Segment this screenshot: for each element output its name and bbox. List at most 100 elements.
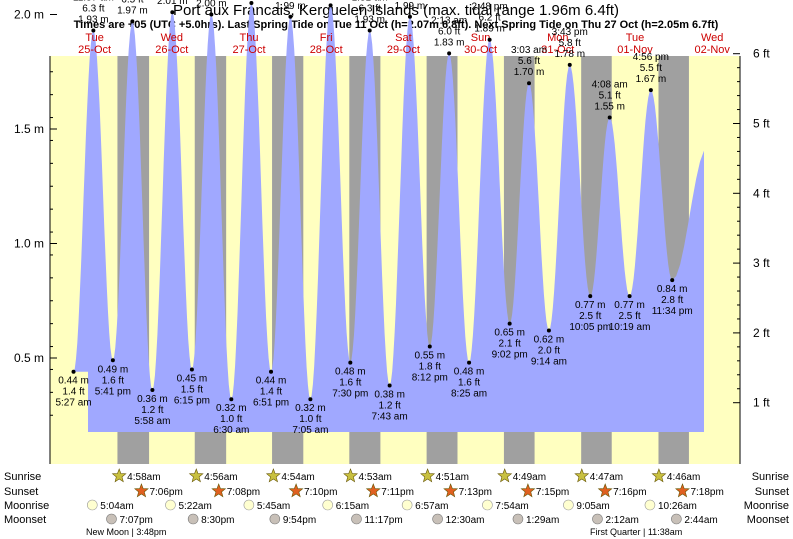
day-date: 29-Oct [387, 44, 420, 56]
tide-m: 0.55 m [414, 351, 445, 362]
tide-ft: 6.5 ft [399, 0, 421, 1]
y-tick-label: 1 ft [753, 396, 770, 410]
sunrise-time: 4:53am [359, 472, 392, 483]
row-label-right: Sunset [755, 486, 789, 498]
day-date: 28-Oct [310, 44, 343, 56]
moonrise-icon [165, 499, 176, 511]
day-name: Fri [320, 32, 333, 44]
tide-ft: 2.0 ft [538, 346, 560, 357]
day-date: 02-Nov [694, 44, 730, 56]
row-label-left: Moonset [4, 514, 46, 526]
astronomy-rows: Sunrise Sunrise Sunset Sunset Moonrise Moonri… [4, 468, 789, 537]
tide-m: 0.65 m [494, 328, 525, 339]
tide-point [249, 1, 254, 6]
tide-point [648, 88, 653, 93]
moonset-time: 2:44am [684, 515, 717, 526]
tide-time: 5:27 am [55, 398, 91, 409]
row-label-left: Moonrise [4, 500, 49, 512]
tide-time: 4:08 am [592, 80, 628, 91]
tide-m: 0.62 m [534, 335, 565, 346]
tide-point [487, 37, 492, 42]
moonrise-icon [322, 499, 334, 511]
moonrise-time: 5:45am [257, 501, 290, 512]
sunrise-icon [188, 468, 204, 483]
tide-point [588, 294, 593, 299]
tide-m: 1.83 m [434, 37, 465, 48]
moonrise-icon [243, 499, 255, 511]
sunrise-icon [343, 468, 359, 483]
tide-point [288, 14, 293, 19]
tide-m: 1.99 m [275, 1, 306, 12]
day-date: 27-Oct [232, 44, 265, 56]
moonrise-time: 5:22am [178, 501, 211, 512]
moonset-icon [592, 513, 603, 525]
tide-m: 2.01 m [157, 0, 188, 7]
y-tick-label: 1.5 m [14, 122, 44, 136]
sunrise-time: 4:47am [590, 472, 623, 483]
day-name: Wed [161, 32, 183, 44]
tide-m: 0.49 m [98, 364, 129, 375]
y-tick-label: 4 ft [753, 186, 770, 200]
tide-ft: 5.8 ft [559, 38, 581, 49]
sunset-time: 7:06pm [149, 487, 182, 498]
tide-ft: 2.5 ft [618, 311, 640, 322]
sunset-icon [674, 483, 690, 498]
tide-time: 2:48 pm [472, 2, 508, 13]
tide-point [467, 360, 472, 365]
tide-m: 0.48 m [454, 367, 485, 378]
tide-point [71, 369, 76, 374]
tide-point [607, 115, 612, 120]
sunset-icon [597, 483, 613, 498]
tide-ft: 1.0 ft [299, 414, 321, 425]
tide-ft: 6.5 ft [121, 0, 143, 5]
moonset-icon [351, 513, 362, 525]
tide-time: 8:25 am [451, 389, 487, 400]
tide-curve [73, 3, 704, 432]
y-tick-label: 5 ft [753, 117, 770, 131]
tide-point [527, 81, 532, 86]
sunset-icon [211, 483, 227, 498]
y-tick-label: 3 ft [753, 256, 770, 270]
tide-time: 3:43 pm [552, 27, 588, 38]
day-name: Mon [547, 32, 568, 44]
moonset-time: 9:54pm [283, 515, 316, 526]
tide-m: 2.00 m [196, 0, 227, 10]
day-date: 31-Oct [541, 44, 574, 56]
tide-point [130, 19, 135, 24]
tide-point [507, 321, 512, 326]
moonrise-icon [644, 499, 656, 511]
sunrise-time: 4:49am [513, 472, 546, 483]
sunrise-icon [651, 468, 667, 483]
moonset-icon [432, 513, 443, 525]
tide-ft: 6.2 ft [478, 13, 500, 24]
tide-ft: 1.4 ft [260, 387, 282, 398]
tide-m: 0.38 m [374, 389, 405, 400]
tide-point [91, 28, 96, 33]
tide-ft: 1.6 ft [339, 378, 361, 389]
chart-subtitle: Times are +05 (UTC +5.0hrs). Last Spring… [74, 19, 719, 31]
tide-m: 1.89 m [474, 24, 505, 35]
tide-m: 0.44 m [256, 376, 287, 387]
tide-m: 0.36 m [137, 394, 168, 405]
row-label-right: Sunrise [752, 471, 789, 483]
tide-point [367, 28, 372, 33]
tide-point [627, 294, 632, 299]
day-date: 25-Oct [78, 44, 111, 56]
moonset-time: 12:30am [446, 515, 485, 526]
sunrise-time: 4:51am [436, 472, 469, 483]
tide-point [407, 14, 412, 19]
tide-m: 0.44 m [58, 376, 89, 387]
sunset-icon [133, 483, 149, 498]
moonset-icon [671, 513, 682, 525]
moonrise-icon [563, 499, 574, 511]
tide-time: 4:56 pm [633, 52, 669, 63]
tide-ft: 1.8 ft [419, 362, 441, 373]
tide-m: 1.93 m [354, 15, 385, 26]
row-label-right: Moonrise [744, 500, 789, 512]
y-tick-label: 6 ft [753, 47, 770, 61]
moonset-icon [187, 513, 199, 525]
moonset-time: 11:17pm [364, 515, 402, 526]
tide-m: 0.84 m [657, 284, 688, 295]
moonset-icon [106, 513, 117, 525]
